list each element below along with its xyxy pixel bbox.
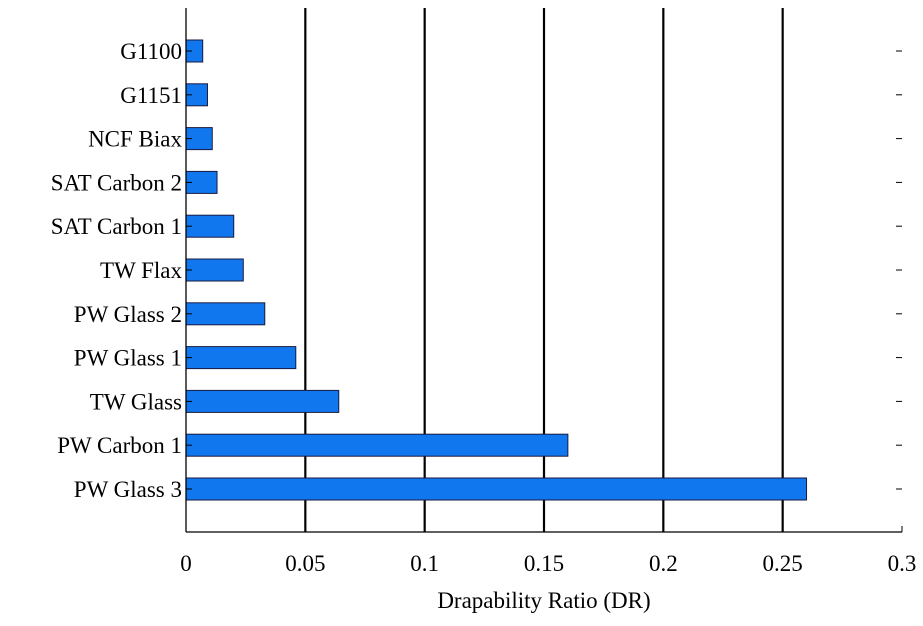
bar (185, 258, 244, 282)
category-label: PW Glass 2 (74, 302, 182, 327)
x-tick-label: 0.05 (285, 551, 325, 576)
bar (185, 346, 297, 370)
x-tick-label: 0.2 (649, 551, 678, 576)
category-label: PW Glass 1 (74, 346, 182, 371)
category-label: SAT Carbon 2 (51, 170, 182, 195)
x-tick-label: 0.1 (410, 551, 439, 576)
bar (185, 302, 266, 326)
bars (185, 39, 808, 501)
category-label: TW Glass (90, 389, 182, 414)
x-tick-label: 0.3 (888, 551, 917, 576)
bar (185, 477, 808, 501)
category-label: G1151 (120, 83, 182, 108)
x-tick-labels: 0 0.05 0.1 0.15 0.2 0.25 0.3 (180, 551, 916, 576)
category-label: PW Carbon 1 (57, 433, 182, 458)
bar (185, 433, 569, 457)
x-tick-label: 0.15 (524, 551, 564, 576)
bar (185, 389, 340, 413)
axes-frame (185, 8, 903, 533)
category-labels: G1100 G1151 NCF Biax SAT Carbon 2 SAT Carbon… (51, 39, 183, 502)
x-tick-label: 0 (180, 551, 192, 576)
x-tick-label: 0.25 (763, 551, 803, 576)
category-label: PW Glass 3 (74, 477, 182, 502)
category-label: SAT Carbon 1 (51, 214, 182, 239)
category-label: TW Flax (100, 258, 182, 283)
x-axis-title: Drapability Ratio (DR) (437, 588, 650, 613)
category-label: G1100 (120, 39, 182, 64)
bar (185, 214, 235, 238)
category-label: NCF Biax (88, 127, 182, 152)
